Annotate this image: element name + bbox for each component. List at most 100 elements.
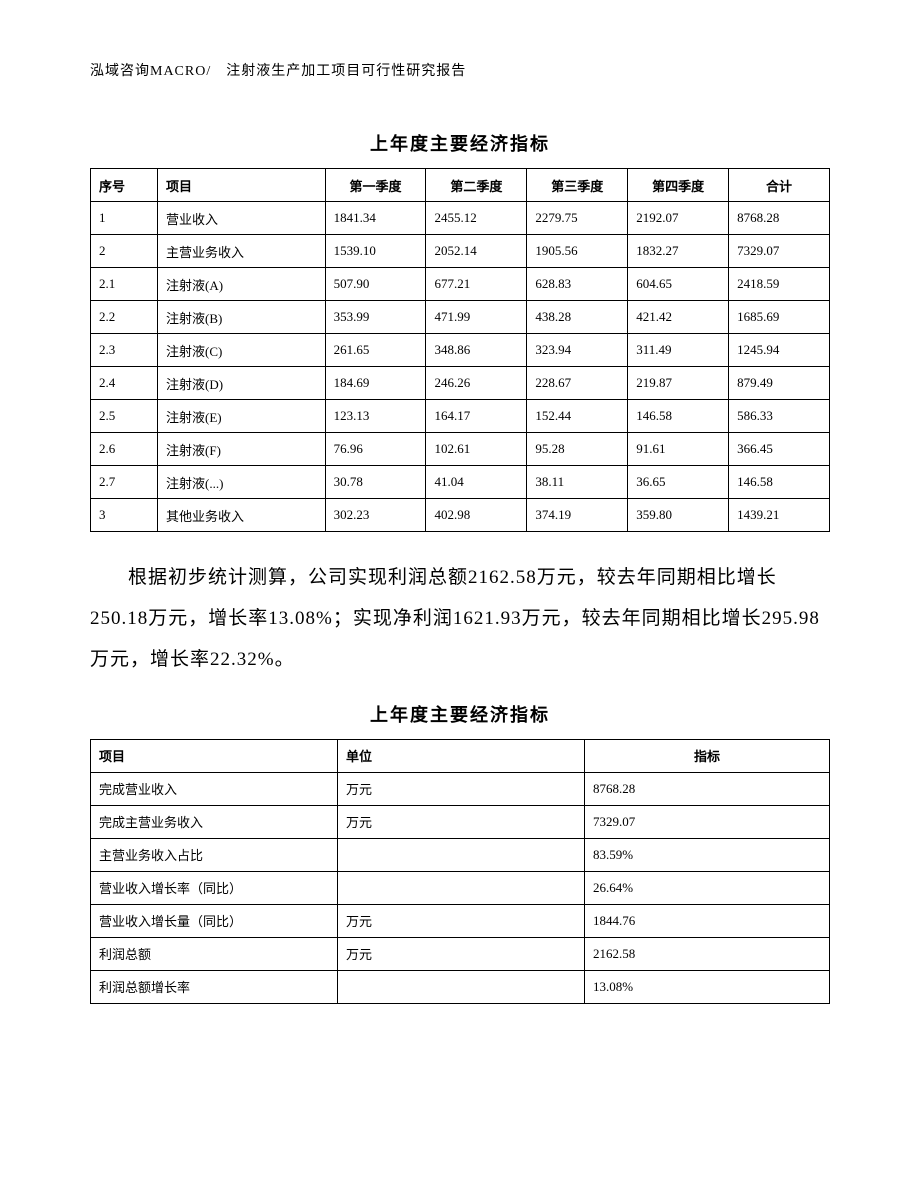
table-cell: 2.2 [91, 301, 158, 334]
col-q3: 第三季度 [527, 169, 628, 202]
table-cell [338, 838, 585, 871]
table-cell: 2279.75 [527, 202, 628, 235]
table-cell: 万元 [338, 772, 585, 805]
table-cell: 万元 [338, 937, 585, 970]
table-cell: 注射液(F) [158, 433, 326, 466]
table-cell: 8768.28 [729, 202, 830, 235]
table-cell: 228.67 [527, 367, 628, 400]
table-cell: 261.65 [325, 334, 426, 367]
table-cell: 438.28 [527, 301, 628, 334]
col-unit: 单位 [338, 739, 585, 772]
table-cell: 主营业务收入占比 [91, 838, 338, 871]
table-cell: 348.86 [426, 334, 527, 367]
table1-title: 上年度主要经济指标 [90, 130, 830, 156]
economic-indicators-table-summary: 项目 单位 指标 完成营业收入万元8768.28完成主营业务收入万元7329.0… [90, 739, 830, 1004]
table-row: 1营业收入1841.342455.122279.752192.078768.28 [91, 202, 830, 235]
table-cell: 95.28 [527, 433, 628, 466]
table-cell: 471.99 [426, 301, 527, 334]
table-cell [338, 871, 585, 904]
table-cell: 完成主营业务收入 [91, 805, 338, 838]
table-cell: 万元 [338, 805, 585, 838]
table1-body: 1营业收入1841.342455.122279.752192.078768.28… [91, 202, 830, 532]
table-cell: 184.69 [325, 367, 426, 400]
table-cell: 2162.58 [585, 937, 830, 970]
table-row: 2.3注射液(C)261.65348.86323.94311.491245.94 [91, 334, 830, 367]
table-cell: 注射液(B) [158, 301, 326, 334]
table-row: 3其他业务收入302.23402.98374.19359.801439.21 [91, 499, 830, 532]
table2-body: 完成营业收入万元8768.28完成主营业务收入万元7329.07主营业务收入占比… [91, 772, 830, 1003]
table-cell: 3 [91, 499, 158, 532]
table-row: 2.1注射液(A)507.90677.21628.83604.652418.59 [91, 268, 830, 301]
col-q4: 第四季度 [628, 169, 729, 202]
table-cell: 628.83 [527, 268, 628, 301]
table-cell: 323.94 [527, 334, 628, 367]
table-cell: 利润总额增长率 [91, 970, 338, 1003]
table-cell: 2418.59 [729, 268, 830, 301]
table-cell: 677.21 [426, 268, 527, 301]
table-cell: 注射液(A) [158, 268, 326, 301]
table-cell: 2.1 [91, 268, 158, 301]
table-cell [338, 970, 585, 1003]
table-cell: 311.49 [628, 334, 729, 367]
col-item2: 项目 [91, 739, 338, 772]
table-cell: 2.3 [91, 334, 158, 367]
table-cell: 146.58 [628, 400, 729, 433]
table-cell: 421.42 [628, 301, 729, 334]
table-row: 营业收入增长率（同比）26.64% [91, 871, 830, 904]
table-cell: 164.17 [426, 400, 527, 433]
table-cell: 359.80 [628, 499, 729, 532]
table-cell: 注射液(C) [158, 334, 326, 367]
table-cell: 7329.07 [729, 235, 830, 268]
table-cell: 注射液(D) [158, 367, 326, 400]
page-header: 泓域咨询MACRO/ 注射液生产加工项目可行性研究报告 [90, 60, 830, 80]
table-cell: 其他业务收入 [158, 499, 326, 532]
table-cell: 123.13 [325, 400, 426, 433]
table-cell: 41.04 [426, 466, 527, 499]
col-q1: 第一季度 [325, 169, 426, 202]
table-cell: 注射液(E) [158, 400, 326, 433]
col-q2: 第二季度 [426, 169, 527, 202]
table-cell: 586.33 [729, 400, 830, 433]
table-cell: 2.7 [91, 466, 158, 499]
table-cell: 2 [91, 235, 158, 268]
table-cell: 374.19 [527, 499, 628, 532]
table-row: 2主营业务收入1539.102052.141905.561832.277329.… [91, 235, 830, 268]
table-cell: 879.49 [729, 367, 830, 400]
table2-title: 上年度主要经济指标 [90, 701, 830, 727]
table-cell: 152.44 [527, 400, 628, 433]
table-cell: 507.90 [325, 268, 426, 301]
table-cell: 2.4 [91, 367, 158, 400]
table-cell: 13.08% [585, 970, 830, 1003]
table-cell: 353.99 [325, 301, 426, 334]
table-cell: 91.61 [628, 433, 729, 466]
table-cell: 2.6 [91, 433, 158, 466]
table-cell: 2052.14 [426, 235, 527, 268]
table-row: 利润总额增长率 13.08% [91, 970, 830, 1003]
table-row: 完成主营业务收入万元7329.07 [91, 805, 830, 838]
table-cell: 2455.12 [426, 202, 527, 235]
table-cell: 完成营业收入 [91, 772, 338, 805]
table-cell: 1685.69 [729, 301, 830, 334]
table-cell: 8768.28 [585, 772, 830, 805]
table-cell: 1 [91, 202, 158, 235]
table-cell: 38.11 [527, 466, 628, 499]
table-cell: 219.87 [628, 367, 729, 400]
table-row: 营业收入增长量（同比）万元1844.76 [91, 904, 830, 937]
table-cell: 1844.76 [585, 904, 830, 937]
table-cell: 30.78 [325, 466, 426, 499]
col-value: 指标 [585, 739, 830, 772]
table-cell: 1832.27 [628, 235, 729, 268]
table-cell: 2.5 [91, 400, 158, 433]
table-cell: 注射液(...) [158, 466, 326, 499]
table-cell: 1245.94 [729, 334, 830, 367]
table-cell: 246.26 [426, 367, 527, 400]
table-cell: 7329.07 [585, 805, 830, 838]
table-cell: 1905.56 [527, 235, 628, 268]
table-cell: 营业收入增长量（同比） [91, 904, 338, 937]
col-total: 合计 [729, 169, 830, 202]
table-cell: 26.64% [585, 871, 830, 904]
table1-header-row: 序号 项目 第一季度 第二季度 第三季度 第四季度 合计 [91, 169, 830, 202]
analysis-paragraph: 根据初步统计测算，公司实现利润总额2162.58万元，较去年同期相比增长250.… [90, 558, 830, 681]
table-cell: 36.65 [628, 466, 729, 499]
table-cell: 2192.07 [628, 202, 729, 235]
